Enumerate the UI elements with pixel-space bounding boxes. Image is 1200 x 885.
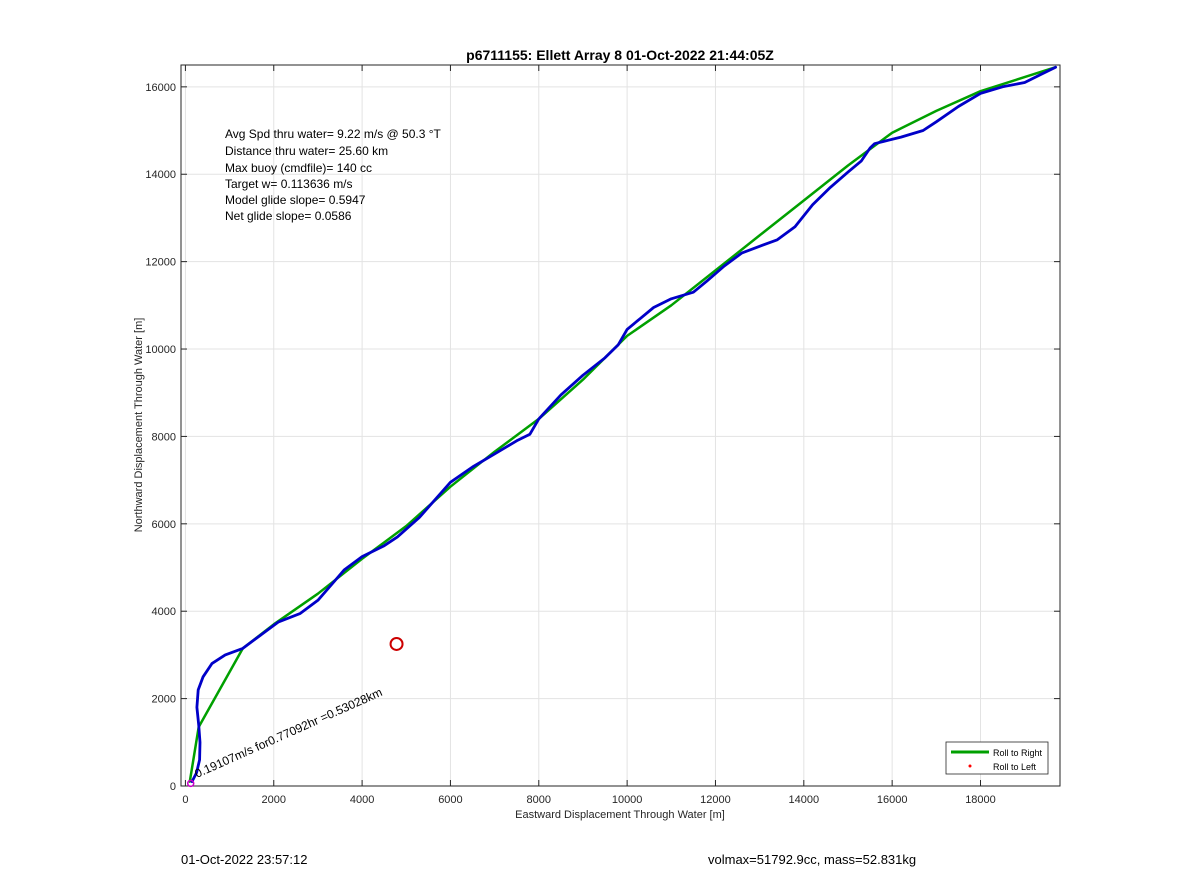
y-tick-label: 4000 (152, 606, 176, 618)
legend-swatch-left (968, 764, 972, 768)
footer-timestamp: 01-Oct-2022 23:57:12 (181, 852, 308, 867)
annotation-model-glide: Model glide slope= 0.5947 (225, 193, 366, 207)
x-tick-label: 14000 (789, 794, 820, 806)
x-tick-label: 4000 (350, 794, 374, 806)
footer-stats: volmax=51792.9cc, mass=52.831kg (708, 852, 917, 867)
y-tick-label: 2000 (152, 694, 176, 706)
annotation-avg-speed: Avg Spd thru water= 9.22 m/s @ 50.3 °T (225, 127, 442, 141)
x-tick-label: 6000 (438, 794, 462, 806)
chart-title: p6711155: Ellett Array 8 01-Oct-2022 21:… (466, 47, 774, 63)
series-line-1 (190, 65, 1057, 783)
annotation-distance: Distance thru water= 25.60 km (225, 144, 388, 158)
x-tick-label: 8000 (527, 794, 551, 806)
annotation-target-w: Target w= 0.113636 m/s (225, 177, 353, 191)
x-tick-label: 16000 (877, 794, 908, 806)
x-tick-label: 10000 (612, 794, 643, 806)
y-axis-label: Northward Displacement Through Water [m] (133, 318, 145, 533)
y-tick-label: 16000 (145, 82, 176, 94)
position-circle-marker (389, 636, 404, 651)
y-tick-label: 10000 (145, 344, 176, 356)
annotation-net-glide: Net glide slope= 0.0586 (225, 209, 352, 223)
y-tick-label: 14000 (145, 169, 176, 181)
legend-box (945, 741, 1049, 775)
annotation-max-buoy: Max buoy (cmdfile)= 140 cc (225, 161, 372, 175)
marker-layer (186, 636, 404, 788)
legend-label-left: Roll to Left (993, 762, 1037, 772)
stats-annotation: Avg Spd thru water= 9.22 m/s @ 50.3 °T D… (225, 127, 442, 223)
x-tick-label: 2000 (262, 794, 286, 806)
start-marker (186, 779, 195, 788)
tick-layer: 0 2000 4000 6000 8000 10000 12000 14000 16000 180… (145, 65, 1060, 806)
x-axis-label: Eastward Displacement Through Water [m] (515, 809, 725, 821)
y-tick-label: 12000 (145, 257, 176, 269)
y-tick-label: 0 (170, 781, 176, 793)
y-tick-label: 8000 (152, 431, 176, 443)
x-tick-label: 0 (182, 794, 188, 806)
x-tick-label: 18000 (965, 794, 996, 806)
series-layer (188, 65, 1057, 783)
x-tick-label: 12000 (700, 794, 731, 806)
plot-frame (180, 64, 1061, 787)
plot-area (181, 65, 1060, 786)
legend: Roll to Right Roll to Left (945, 741, 1049, 775)
legend-label-right: Roll to Right (993, 748, 1043, 758)
y-tick-label: 6000 (152, 519, 176, 531)
